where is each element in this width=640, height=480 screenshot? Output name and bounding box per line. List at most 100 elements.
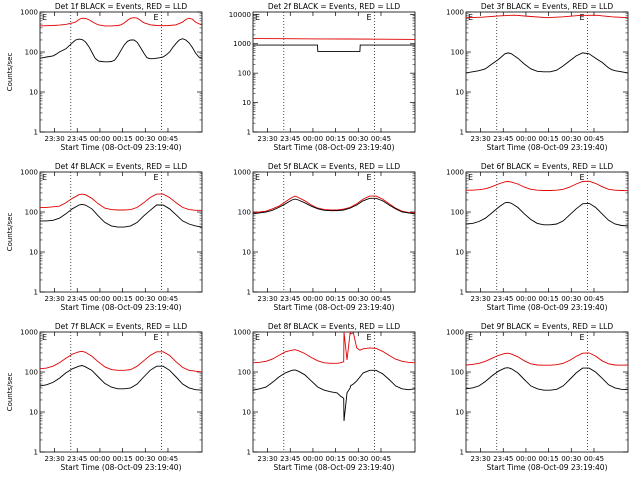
- marker-label-right: E: [367, 13, 372, 22]
- y-tick-label: 1: [247, 129, 251, 137]
- series-line-events: [252, 197, 416, 215]
- x-tick-label: 23:45: [280, 135, 300, 143]
- y-tick-label: 1000: [20, 329, 38, 337]
- marker-label-right: E: [580, 13, 585, 22]
- x-tick-label: 00:15: [113, 455, 133, 463]
- x-tick-label: 00:00: [516, 295, 536, 303]
- chart-panel-8: Det 8f BLACK = Events, RED = LLD 1 10 100 10…: [233, 322, 416, 472]
- series-line-events: [39, 38, 203, 63]
- x-tick-label: 23:45: [280, 295, 300, 303]
- y-tick-label: 10: [29, 249, 38, 257]
- x-tick-label: 00:30: [135, 455, 155, 463]
- plot-frame: [39, 171, 203, 293]
- y-tick-label: 10: [29, 89, 38, 97]
- x-tick-label: 00:15: [539, 135, 559, 143]
- x-tick-label: 00:00: [90, 135, 110, 143]
- series-line-lld: [465, 352, 629, 366]
- x-tick-label: 00:00: [303, 455, 323, 463]
- plot-frame: [465, 11, 629, 133]
- plot-frame: [465, 331, 629, 453]
- marker-label-left: E: [255, 333, 260, 342]
- marker-label-left: E: [468, 173, 473, 182]
- x-tick-label: 23:30: [470, 455, 490, 463]
- x-tick-label: 23:30: [257, 135, 277, 143]
- chart-panel-6: Det 6f BLACK = Events, RED = LLD 1 10 100 10…: [446, 162, 629, 312]
- series-line-events: [465, 367, 629, 391]
- series-line-events: [465, 52, 629, 74]
- x-tick-label: 23:30: [257, 455, 277, 463]
- y-tick-label: 100: [25, 209, 38, 217]
- marker-label-left: E: [468, 333, 473, 342]
- x-tick-label: 00:00: [90, 455, 110, 463]
- series-line-lld: [465, 14, 629, 19]
- x-axis-label: Start Time (08-Oct-09 23:19:40): [60, 463, 181, 472]
- series-line-lld: [252, 331, 416, 364]
- y-tick-label: 100: [451, 49, 464, 57]
- x-tick-label: 00:15: [326, 455, 346, 463]
- y-tick-label: 100: [25, 369, 38, 377]
- x-tick-label: 00:00: [303, 295, 323, 303]
- x-axis-label: Start Time (08-Oct-09 23:19:40): [60, 143, 181, 152]
- y-tick-label: 10000: [229, 11, 251, 19]
- x-tick-label: 00:30: [348, 295, 368, 303]
- y-tick-label: 1000: [233, 329, 251, 337]
- marker-label-right: E: [367, 173, 372, 182]
- marker-label-left: E: [42, 333, 47, 342]
- y-axis-label: Counts/sec: [6, 53, 14, 92]
- x-tick-label: 00:45: [158, 295, 178, 303]
- x-axis-label: Start Time (08-Oct-09 23:19:40): [273, 303, 394, 312]
- plot-frame: [465, 171, 629, 293]
- plot-frame: [39, 11, 203, 133]
- marker-label-left: E: [42, 13, 47, 22]
- marker-label-right: E: [367, 333, 372, 342]
- x-tick-label: 00:30: [135, 295, 155, 303]
- y-tick-label: 1000: [446, 9, 464, 17]
- y-tick-label: 1000: [446, 169, 464, 177]
- y-tick-label: 1000: [20, 9, 38, 17]
- x-tick-label: 23:45: [493, 455, 513, 463]
- y-tick-label: 1000: [20, 169, 38, 177]
- y-tick-label: 10: [455, 249, 464, 257]
- x-axis-label: Start Time (08-Oct-09 23:19:40): [60, 303, 181, 312]
- x-tick-label: 23:30: [257, 295, 277, 303]
- series-line-lld: [466, 180, 629, 192]
- chart-panel-3: Det 3f BLACK = Events, RED = LLD 1 10 100 10…: [446, 2, 629, 152]
- x-axis-label: Start Time (08-Oct-09 23:19:40): [273, 143, 394, 152]
- y-tick-label: 100: [238, 369, 251, 377]
- marker-label-left: E: [255, 13, 260, 22]
- x-tick-label: 00:00: [516, 455, 536, 463]
- x-tick-label: 00:30: [561, 295, 581, 303]
- x-tick-label: 00:30: [348, 455, 368, 463]
- x-axis-label: Start Time (08-Oct-09 23:19:40): [486, 463, 607, 472]
- y-tick-label: 1: [34, 289, 38, 297]
- marker-label-left: E: [42, 173, 47, 182]
- chart-panel-7: Det 7f BLACK = Events, RED = LLD 1 10 100 10…: [6, 322, 203, 472]
- y-tick-label: 1: [460, 129, 464, 137]
- series-line-lld: [39, 350, 203, 373]
- y-tick-label: 1: [247, 449, 251, 457]
- chart-title: Det 2f BLACK = Events, RED = LLD: [268, 2, 401, 11]
- x-tick-label: 00:45: [371, 135, 391, 143]
- x-tick-label: 00:45: [158, 455, 178, 463]
- x-tick-label: 23:30: [470, 295, 490, 303]
- x-tick-label: 00:45: [371, 455, 391, 463]
- y-tick-label: 1: [34, 129, 38, 137]
- x-tick-label: 23:45: [67, 455, 87, 463]
- chart-title: Det 1f BLACK = Events, RED = LLD: [55, 2, 188, 11]
- plot-frame: [252, 171, 416, 293]
- series-line-events: [39, 365, 203, 391]
- x-tick-label: 00:45: [158, 135, 178, 143]
- marker-label-right: E: [154, 173, 159, 182]
- marker-label-right: E: [154, 13, 159, 22]
- x-tick-label: 00:45: [584, 135, 604, 143]
- y-tick-label: 10: [242, 249, 251, 257]
- x-tick-label: 00:30: [561, 455, 581, 463]
- x-tick-label: 23:30: [470, 135, 490, 143]
- plot-frame: [39, 331, 203, 453]
- series-line-lld: [39, 17, 203, 27]
- y-tick-label: 100: [238, 209, 251, 217]
- chart-panel-9: Det 9f BLACK = Events, RED = LLD 1 10 100 10…: [446, 322, 629, 472]
- series-line-events: [465, 201, 629, 227]
- y-tick-label: 100: [451, 369, 464, 377]
